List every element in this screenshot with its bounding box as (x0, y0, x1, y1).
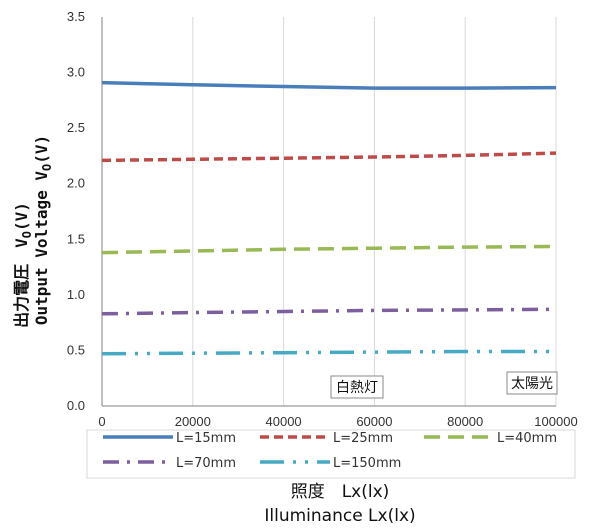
annotation-label: 太陽光 (511, 376, 553, 392)
series-line (101, 244, 557, 255)
x-axis-label-en: Illuminance Lx(lx) (264, 506, 415, 526)
series-line (101, 307, 557, 316)
series-line (101, 151, 557, 163)
x-tick-label: 100000 (534, 414, 577, 429)
series-lines (101, 80, 557, 356)
x-tick-label: 60000 (356, 414, 392, 429)
x-tick-label: 20000 (175, 414, 211, 429)
annotation-label: 白熱灯 (336, 380, 378, 396)
annotation-box: 白熱灯 (330, 375, 384, 399)
y-axis-label-en-main: Output Voltage V (32, 171, 51, 325)
y-tick-label: 1.5 (67, 231, 85, 246)
legend-entry: L=25mm (260, 431, 393, 446)
x-tick-label: 40000 (266, 414, 302, 429)
y-axis-label-en-sub: O (40, 164, 54, 171)
y-axis-label-jp-main: 出力電圧 V (12, 238, 31, 328)
annotation-frame (330, 375, 384, 399)
y-axis-label-en-unit: (V) (32, 135, 51, 164)
legend-label: L=70mm (176, 456, 236, 471)
legend: L=15mm L=25mm L=40mm L=70mm L=150mm (86, 429, 576, 479)
x-axis-label-jp: 照度 Lx(lx) (291, 482, 390, 502)
series-line (101, 80, 557, 90)
x-tick-label: 80000 (447, 414, 483, 429)
x-tick-label: 0 (98, 414, 105, 429)
axes: 0.0 0.5 1.0 1.5 2.0 2.5 3.0 3.5 0 20000 40000 60000… (67, 9, 578, 429)
legend-entry: L=150mm (260, 456, 401, 471)
y-tick-label: 0.0 (67, 398, 85, 413)
legend-label: L=25mm (333, 431, 393, 446)
annotation-frame (506, 371, 558, 395)
legend-entry: L=15mm (103, 431, 236, 446)
y-axis-label-jp: 出力電圧 VO(V) (12, 202, 34, 328)
legend-entry: L=70mm (103, 456, 236, 471)
series-line (101, 349, 556, 356)
grid (192, 17, 557, 406)
legend-label: L=15mm (176, 431, 236, 446)
y-tick-label: 0.5 (67, 342, 85, 357)
legend-label: L=150mm (333, 456, 401, 471)
y-axis-label-jp-unit: (V) (12, 202, 31, 231)
legend-entry: L=40mm (424, 431, 557, 446)
y-tick-label: 1.0 (67, 287, 85, 302)
y-axis-label-jp-sub: O (20, 231, 34, 238)
y-tick-label: 3.5 (67, 9, 85, 24)
annotation-box: 太陽光 (506, 371, 558, 395)
y-tick-label: 2.0 (67, 176, 85, 191)
y-tick-label: 2.5 (67, 120, 85, 135)
y-tick-label: 3.0 (67, 65, 85, 80)
annotations: 白熱灯 太陽光 (330, 371, 558, 399)
legend-label: L=40mm (497, 431, 557, 446)
y-axis-label-en: Output Voltage VO(V) (32, 135, 54, 325)
